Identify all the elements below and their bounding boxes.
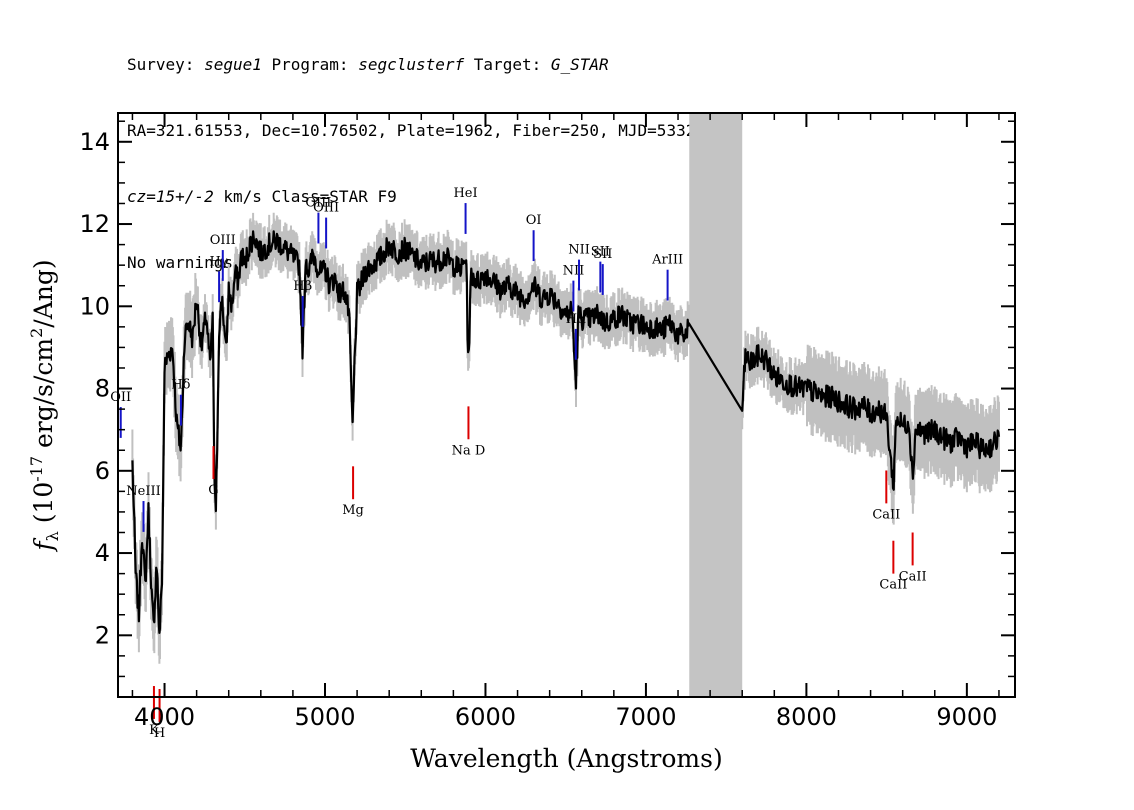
error-layer [131,212,1000,664]
emission-label: OIII [210,233,236,248]
emission-label: OIII [305,196,331,211]
y-tick-label: 14 [79,128,110,156]
program-value: segclusterf [358,55,465,74]
masked-region [689,113,743,697]
header-line-4: No warnings. [127,253,243,272]
emission-label: Hγ [210,254,229,269]
header-line-3: cz=15+/-2 km/s Class=STAR F9 [127,186,705,208]
y-tick-label: 2 [95,621,110,649]
spectrum-header: Survey: segue1 Program: segclusterf Targ… [127,10,705,296]
emission-label: Hβ [293,279,312,294]
emission-label: Hα [566,312,586,327]
absorption-label: K [149,723,159,738]
x-tick-label: 7000 [615,703,676,731]
absorption-label: Na D [452,443,486,458]
plot-frame [117,112,1016,698]
survey-key: Survey: [127,55,205,74]
target-value: G_STAR [550,55,609,74]
target-key: Target: [464,55,551,74]
class-info: km/s Class=STAR F9 [213,187,397,206]
y-tick-label: 6 [95,457,110,485]
y-label-exponent: -17 [27,456,46,482]
emission-label: OIII [313,201,339,216]
emission-label: NII [568,243,590,258]
absorption-label: CaII [899,569,927,584]
absorption-label: G [208,483,218,498]
y-tick-label: 12 [79,210,110,238]
y-label-part-a: (10 [29,482,58,532]
emission-label: NII [563,264,585,279]
y-label-subscript: λ [43,531,62,541]
y-axis-label: fλ (10-17 erg/s/cm2/Ang) [27,259,62,552]
emission-label: Hδ [171,378,190,393]
redshift-value: cz=15+/-2 [127,187,214,206]
emission-label: SII [593,247,612,262]
y-tick-label: 4 [95,539,110,567]
emission-label: HeI [453,186,477,201]
y-label-part-b: erg/s/cm [29,338,58,456]
y-label-symbol: f [29,538,58,553]
program-key: Program: [261,55,359,74]
survey-value: segue1 [204,55,262,74]
emission-label: OI [526,213,542,228]
absorption-label: CaII [872,507,900,522]
y-tick-label: 8 [95,375,110,403]
axis-ticks-layer: 4000 5000 6000 7000 8000 9000 2 4 6 8 10 12 14 [79,113,1015,731]
absorption-label: H [154,726,165,741]
x-tick-label: 5000 [294,703,355,731]
emission-label: ArIII [651,253,683,268]
x-tick-label: 9000 [936,703,997,731]
emission-label: NeIII [126,484,160,499]
y-label-exponent-2: 2 [27,328,46,338]
flux-error-band [131,212,1000,664]
x-tick-label: 8000 [776,703,837,731]
y-tick-label: 10 [79,292,110,320]
masked-region-layer [689,113,743,697]
header-line-1: Survey: segue1 Program: segclusterf Targ… [127,54,705,76]
flux-line [131,230,1001,634]
absorption-label: CaII [879,578,907,593]
header-line-2: RA=321.61553, Dec=10.76502, Plate=1962, … [127,121,705,140]
absorption-label: Mg [342,503,364,518]
x-axis-label: Wavelength (Angstroms) [410,744,722,773]
y-label-part-c: /Ang) [29,259,58,327]
emission-label: SII [591,245,610,260]
emission-label: OII [110,390,131,405]
x-tick-label: 6000 [455,703,516,731]
x-tick-label: 4000 [134,703,195,731]
flux-layer [131,230,1001,634]
